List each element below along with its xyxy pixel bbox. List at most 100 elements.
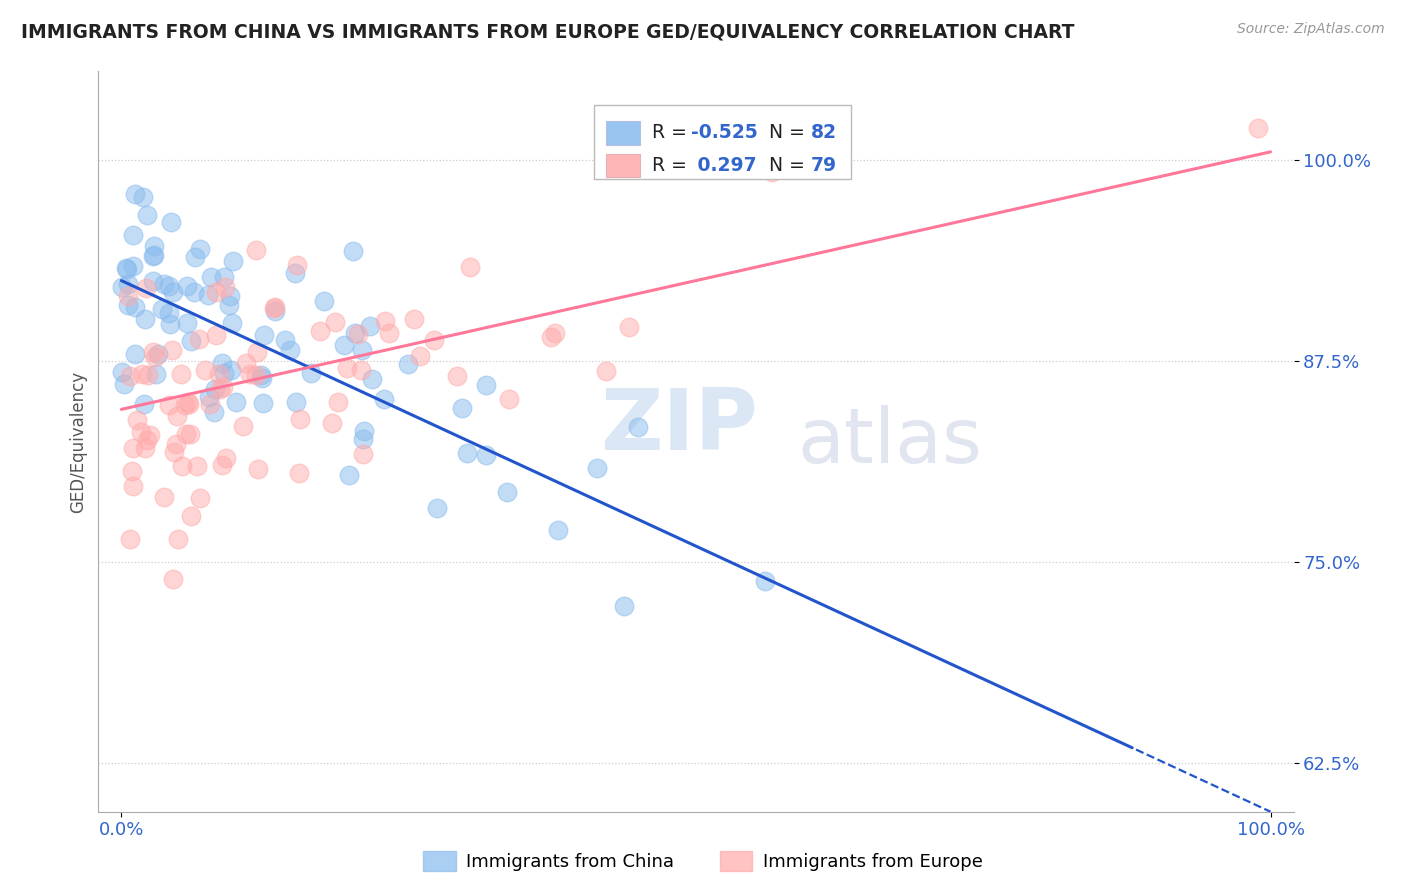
Point [211,356,233,370]
Point [131,367,153,381]
Point [336,361,359,376]
Point [121,260,143,274]
Point [323,315,346,329]
Point [263,300,285,314]
Point [246,344,269,359]
Point [112,376,135,391]
Point [180,509,202,524]
Point [142,345,165,359]
Point [451,401,474,416]
Point [287,466,309,480]
Point [179,426,201,441]
Point [212,379,235,393]
Point [138,368,160,383]
Y-axis label: GED/Equivalency: GED/Equivalency [69,370,87,513]
Point [353,424,375,438]
Point [176,316,198,330]
Point [250,368,273,382]
Text: -0.525: -0.525 [692,123,758,143]
Point [219,288,242,302]
Point [145,368,167,382]
Point [160,343,183,358]
Text: N =: N = [756,123,811,143]
Point [232,419,254,434]
Point [117,289,139,303]
Point [342,244,364,258]
Point [214,451,236,466]
Point [263,301,285,315]
Point [214,279,236,293]
Point [396,357,419,371]
Point [121,479,143,493]
Point [402,312,425,326]
Point [124,186,146,201]
Point [218,298,240,312]
Point [761,165,783,179]
Point [222,253,245,268]
Point [124,300,146,314]
Point [160,215,183,229]
Point [180,334,202,349]
Point [157,279,180,293]
Point [132,189,155,203]
Point [333,338,356,352]
Point [347,327,370,342]
Point [122,441,145,455]
Point [152,277,174,291]
Point [135,281,157,295]
Point [142,249,165,263]
Point [458,260,481,275]
Point [595,364,617,378]
Point [456,446,478,460]
Point [186,459,208,474]
Text: ZIP: ZIP [600,385,758,468]
Point [235,356,257,370]
Point [143,351,166,365]
Point [498,392,520,406]
Point [252,395,274,409]
Point [143,248,166,262]
Text: atlas: atlas [797,405,983,478]
Point [135,208,157,222]
Point [165,437,187,451]
Point [200,270,222,285]
Point [142,274,165,288]
Point [409,349,432,363]
Point [586,460,609,475]
Point [121,228,143,243]
Point [159,317,181,331]
Point [153,490,176,504]
Point [143,238,166,252]
Point [547,524,569,538]
Point [350,363,373,377]
Point [114,260,136,275]
Text: Source: ZipAtlas.com: Source: ZipAtlas.com [1237,22,1385,37]
Point [204,383,226,397]
Point [321,417,343,431]
Point [378,326,401,340]
Point [183,250,205,264]
Point [121,465,143,479]
Point [422,334,444,348]
Point [183,285,205,299]
Point [163,444,186,458]
Point [221,317,243,331]
Point [174,426,197,441]
Point [157,306,180,320]
Text: R =: R = [652,156,693,175]
Text: 82: 82 [811,123,837,143]
Point [205,327,228,342]
Point [170,368,193,382]
Point [212,366,235,380]
Point [194,362,217,376]
Point [170,458,193,473]
Point [162,572,184,586]
Point [352,432,374,446]
Point [1247,120,1270,135]
Point [359,318,381,333]
Text: IMMIGRANTS FROM CHINA VS IMMIGRANTS FROM EUROPE GED/EQUIVALENCY CORRELATION CHAR: IMMIGRANTS FROM CHINA VS IMMIGRANTS FROM… [21,22,1074,41]
Point [124,347,146,361]
Point [343,326,366,340]
Text: 79: 79 [811,156,837,175]
Point [246,462,269,476]
